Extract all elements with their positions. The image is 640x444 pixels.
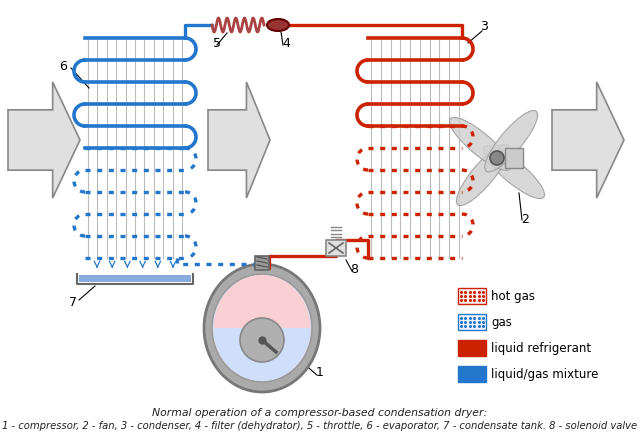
Text: gas: gas [491, 316, 512, 329]
Bar [255, 256, 269, 270]
Polygon shape [8, 82, 80, 198]
Text: 1 - compressor, 2 - fan, 3 - condenser, 4 - filter (dehydrator), 5 - throttle, 6: 1 - compressor, 2 - fan, 3 - condenser, … [3, 421, 637, 431]
Polygon shape [552, 82, 624, 198]
Text: 1: 1 [316, 366, 324, 379]
Ellipse shape [204, 264, 320, 392]
Text: Normal operation of a compressor-based condensation dryer:: Normal operation of a compressor-based c… [152, 408, 488, 418]
Bar [458, 314, 486, 330]
Text: 2: 2 [521, 213, 529, 226]
Bar [458, 366, 486, 382]
Bar [79, 275, 191, 282]
Circle shape [240, 318, 284, 362]
Ellipse shape [456, 144, 509, 206]
Text: 8: 8 [350, 263, 358, 276]
Text: 5: 5 [213, 37, 221, 50]
Text: liquid refrigerant: liquid refrigerant [491, 341, 591, 354]
Text: hot gas: hot gas [491, 289, 535, 302]
Text: 6: 6 [59, 59, 67, 72]
Bar [326, 240, 346, 256]
Text: 3: 3 [480, 20, 488, 33]
Bar [458, 288, 486, 304]
Ellipse shape [483, 146, 545, 198]
Circle shape [490, 151, 504, 165]
Ellipse shape [449, 117, 511, 170]
Bar [505, 148, 523, 168]
Text: 4: 4 [282, 37, 290, 50]
Ellipse shape [212, 274, 312, 382]
Polygon shape [214, 328, 310, 381]
Polygon shape [214, 275, 310, 328]
Ellipse shape [484, 111, 538, 172]
Polygon shape [208, 82, 270, 198]
Text: 7: 7 [69, 296, 77, 309]
Bar [458, 340, 486, 356]
Ellipse shape [267, 19, 289, 31]
Text: liquid/gas mixture: liquid/gas mixture [491, 368, 598, 381]
